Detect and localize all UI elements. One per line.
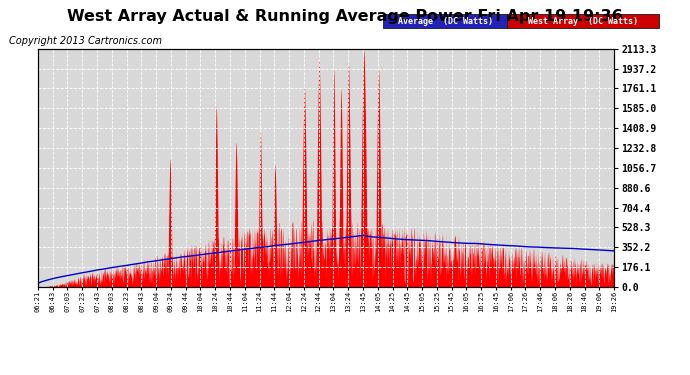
- Text: West Array Actual & Running Average Power Fri Apr 19 19:36: West Array Actual & Running Average Powe…: [67, 9, 623, 24]
- Text: Copyright 2013 Cartronics.com: Copyright 2013 Cartronics.com: [9, 36, 162, 46]
- Text: West Array  (DC Watts): West Array (DC Watts): [528, 16, 638, 26]
- Text: Average  (DC Watts): Average (DC Watts): [397, 16, 493, 26]
